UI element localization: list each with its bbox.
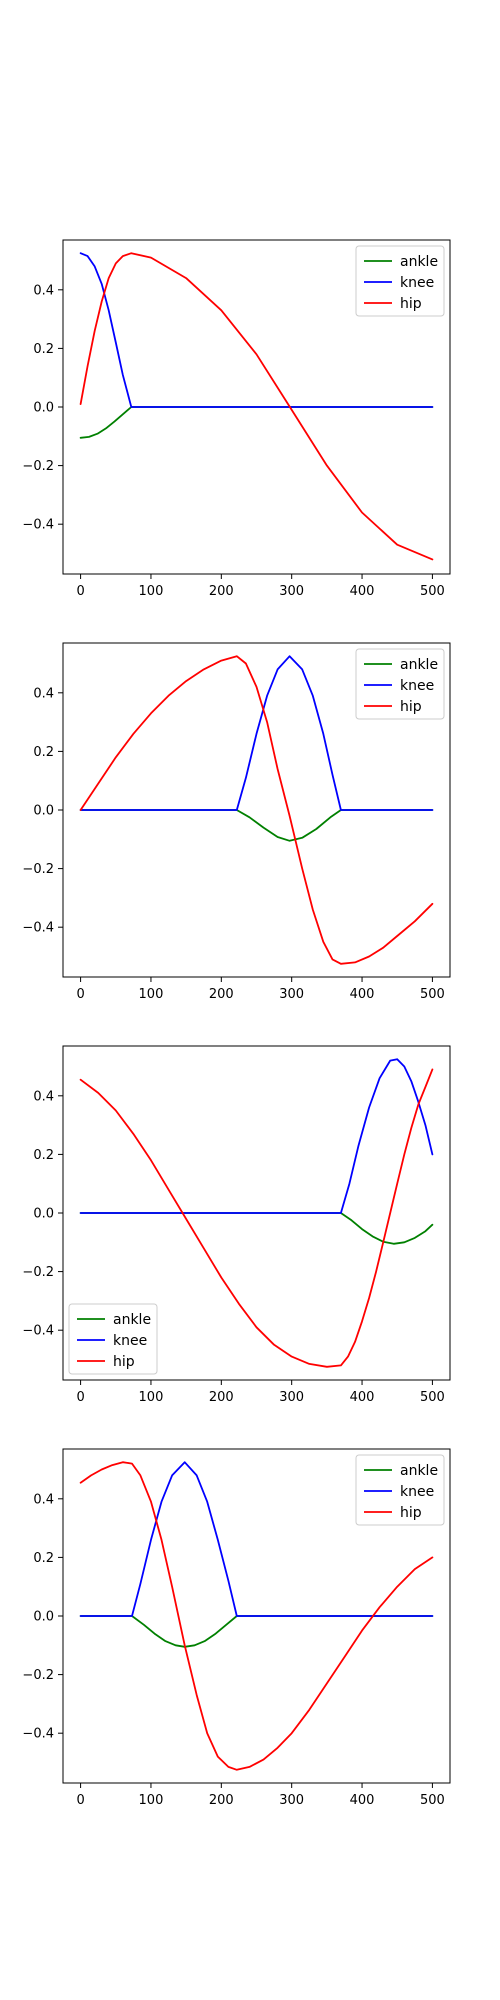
x-tick-label: 500	[420, 1793, 445, 1808]
legend: ankle knee hip	[355, 648, 445, 720]
x-tick-label: 0	[76, 987, 84, 1002]
x-tick-label: 500	[420, 987, 445, 1002]
legend: ankle knee hip	[355, 1454, 445, 1526]
y-tick-label: 0.4	[33, 686, 54, 701]
legend-label-knee: knee	[113, 1333, 147, 1349]
x-tick-label: 300	[279, 584, 304, 599]
legend-box	[68, 1303, 158, 1375]
x-tick-label: 400	[350, 1390, 375, 1405]
legend-label-ankle: ankle	[400, 657, 438, 673]
series-line-knee	[79, 655, 434, 811]
x-tick-label: 500	[420, 1390, 445, 1405]
series-line-ankle	[79, 1615, 434, 1648]
x-tick-label: 200	[209, 987, 234, 1002]
y-tick-label: −0.2	[22, 862, 54, 877]
subplot-3: 0 100 200 300 400 500 −0.4 −0.2 0.0 0.2 0.4 ankle kn…	[22, 1045, 451, 1405]
legend-label-hip: hip	[400, 296, 422, 312]
legend-label-ankle: ankle	[400, 254, 438, 270]
x-tick-label: 300	[279, 987, 304, 1002]
x-tick-label: 500	[420, 584, 445, 599]
y-tick-label: −0.4	[22, 518, 54, 533]
y-tick-label: 0.0	[33, 1610, 54, 1625]
x-tick-label: 200	[209, 1793, 234, 1808]
subplot-2: 0 100 200 300 400 500 −0.4 −0.2 0.0 0.2 0.4 ankle kn…	[22, 642, 451, 1002]
x-tick-label: 300	[279, 1390, 304, 1405]
legend-label-ankle: ankle	[113, 1312, 151, 1328]
y-tick-label: 0.2	[33, 745, 54, 760]
y-tick-label: 0.0	[33, 804, 54, 819]
legend: ankle knee hip	[68, 1303, 158, 1375]
legend-label-hip: hip	[113, 1354, 135, 1370]
legend: ankle knee hip	[355, 245, 445, 317]
y-tick-label: 0.0	[33, 1207, 54, 1222]
x-tick-label: 100	[139, 1793, 164, 1808]
legend-label-knee: knee	[400, 275, 434, 291]
series-line-hip	[79, 1461, 434, 1771]
series-line-ankle	[79, 406, 434, 439]
legend-label-hip: hip	[400, 1505, 422, 1521]
legend-box	[355, 245, 445, 317]
x-tick-label: 0	[76, 1390, 84, 1405]
y-tick-label: 0.2	[33, 1551, 54, 1566]
series-line-hip	[79, 655, 434, 965]
y-tick-label: −0.2	[22, 1265, 54, 1280]
series-line-hip	[79, 1068, 434, 1368]
subplot-1: 0 100 200 300 400 500 −0.4 −0.2 0.0 0.2 0.4 ankle kn…	[22, 239, 451, 599]
x-tick-label: 100	[139, 987, 164, 1002]
legend-box	[355, 648, 445, 720]
y-tick-label: 0.4	[33, 1492, 54, 1507]
legend-label-ankle: ankle	[400, 1463, 438, 1479]
legend-box	[355, 1454, 445, 1526]
x-tick-label: 400	[350, 1793, 375, 1808]
x-tick-label: 0	[76, 1793, 84, 1808]
x-tick-label: 300	[279, 1793, 304, 1808]
legend-label-hip: hip	[400, 699, 422, 715]
legend-label-knee: knee	[400, 1484, 434, 1500]
y-tick-label: −0.4	[22, 1727, 54, 1742]
y-tick-label: −0.4	[22, 1324, 54, 1339]
series-line-ankle	[79, 809, 434, 842]
x-tick-label: 100	[139, 584, 164, 599]
x-tick-label: 400	[350, 987, 375, 1002]
x-tick-label: 0	[76, 584, 84, 599]
y-tick-label: 0.0	[33, 401, 54, 416]
series-line-knee	[79, 1461, 434, 1617]
x-tick-label: 100	[139, 1390, 164, 1405]
x-tick-label: 200	[209, 584, 234, 599]
y-tick-label: 0.4	[33, 1089, 54, 1104]
y-tick-label: −0.2	[22, 459, 54, 474]
series-line-knee	[79, 252, 434, 408]
x-tick-label: 200	[209, 1390, 234, 1405]
y-tick-label: −0.2	[22, 1668, 54, 1683]
series-line-hip	[79, 252, 434, 561]
series-line-knee	[79, 1058, 434, 1214]
y-tick-label: −0.4	[22, 921, 54, 936]
series-line-ankle	[79, 1212, 434, 1245]
x-tick-label: 400	[350, 584, 375, 599]
y-tick-label: 0.2	[33, 1148, 54, 1163]
y-tick-label: 0.2	[33, 342, 54, 357]
subplot-4: 0 100 200 300 400 500 −0.4 −0.2 0.0 0.2 0.4 ankle kn…	[22, 1448, 451, 1808]
legend-label-knee: knee	[400, 678, 434, 694]
y-tick-label: 0.4	[33, 283, 54, 298]
